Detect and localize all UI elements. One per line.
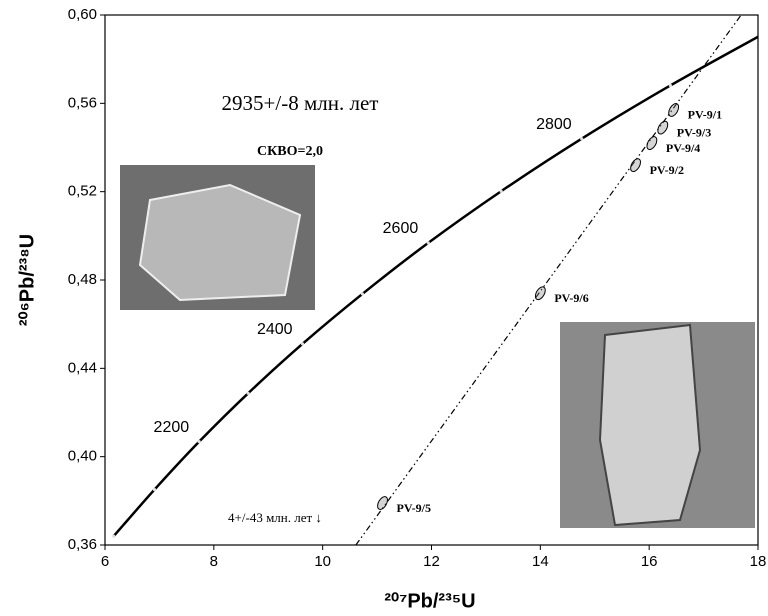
y-axis-label: ²⁰⁶Pb/²³⁸U xyxy=(16,234,38,326)
annotation: 4+/-43 млн. лет ↓ xyxy=(228,510,322,525)
x-axis-label: ²⁰⁷Pb/²³⁵U xyxy=(384,590,475,612)
x-tick-label: 8 xyxy=(210,553,218,570)
y-tick-label: 0,60 xyxy=(68,6,97,23)
data-point xyxy=(376,495,390,511)
y-tick-label: 0,52 xyxy=(68,183,97,200)
age-label: 2600 xyxy=(383,220,419,237)
x-tick-label: 10 xyxy=(314,553,331,570)
x-tick-label: 18 xyxy=(750,553,767,570)
data-point xyxy=(629,157,643,173)
age-label: 2800 xyxy=(536,116,572,133)
x-tick-label: 16 xyxy=(641,553,658,570)
y-tick-label: 0,40 xyxy=(68,448,97,465)
point-label: PV-9/6 xyxy=(554,291,588,305)
age-label: 2400 xyxy=(257,321,293,338)
point-label: PV-9/2 xyxy=(650,163,684,177)
data-point xyxy=(645,135,659,151)
chart-title: 2935+/-8 млн. лет xyxy=(222,91,379,115)
age-marker xyxy=(500,190,503,193)
age-label: 2200 xyxy=(154,419,190,436)
x-tick-label: 12 xyxy=(423,553,440,570)
data-point xyxy=(667,102,681,118)
age-marker xyxy=(198,440,201,443)
age-marker xyxy=(580,137,583,140)
chart: 2935+/-8 млн. лет СКВО=2,0 4+/-43 млн. л… xyxy=(0,0,768,616)
y-tick-label: 0,48 xyxy=(68,271,97,288)
age-marker xyxy=(361,292,364,295)
point-label: PV-9/4 xyxy=(666,141,700,155)
point-label: PV-9/3 xyxy=(677,125,711,139)
age-marker xyxy=(669,84,672,87)
subtitle: СКВО=2,0 xyxy=(257,144,323,159)
age-marker xyxy=(427,241,430,244)
point-label: PV-9/1 xyxy=(688,108,722,122)
x-tick-label: 6 xyxy=(101,553,109,570)
y-tick-label: 0,56 xyxy=(68,94,97,111)
x-tick-label: 14 xyxy=(532,553,549,570)
age-marker xyxy=(301,342,304,345)
data-point xyxy=(656,120,670,136)
data-point xyxy=(533,285,547,301)
crystal-shape xyxy=(600,325,700,525)
age-marker xyxy=(247,392,250,395)
age-marker xyxy=(112,535,115,538)
y-tick-label: 0,36 xyxy=(68,536,97,553)
age-marker xyxy=(153,488,156,491)
point-label: PV-9/5 xyxy=(397,501,431,515)
y-tick-label: 0,44 xyxy=(68,359,97,376)
